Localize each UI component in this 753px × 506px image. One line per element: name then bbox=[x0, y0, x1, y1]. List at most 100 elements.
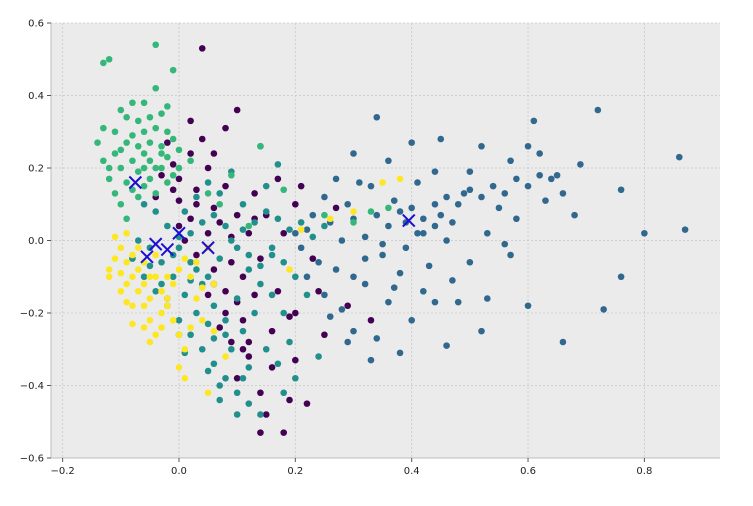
point-c1-54 bbox=[332, 175, 340, 183]
point-c4-3 bbox=[134, 287, 142, 295]
point-c1-65 bbox=[338, 306, 346, 313]
point-c3-46 bbox=[129, 99, 136, 107]
point-c2-24 bbox=[262, 208, 270, 215]
point-c2-9 bbox=[233, 389, 241, 397]
point-c3-11 bbox=[158, 110, 165, 117]
point-c1-43 bbox=[443, 237, 450, 244]
point-c4-32 bbox=[222, 353, 229, 360]
point-c0-48 bbox=[251, 291, 258, 299]
point-c2-6 bbox=[198, 345, 206, 353]
point-c1-49 bbox=[524, 142, 532, 150]
point-c2-41 bbox=[175, 244, 183, 252]
point-c1-27 bbox=[600, 306, 607, 313]
point-c0-60 bbox=[315, 287, 322, 295]
point-c2-37 bbox=[222, 316, 229, 324]
point-c2-46 bbox=[193, 193, 200, 201]
point-c0-20 bbox=[228, 338, 235, 346]
point-c0-19 bbox=[216, 324, 223, 331]
point-c3-22 bbox=[134, 168, 142, 175]
point-c1-63 bbox=[350, 273, 357, 281]
point-c1-74 bbox=[553, 171, 561, 179]
point-c1-44 bbox=[420, 229, 427, 237]
point-c0-16 bbox=[204, 291, 212, 299]
point-c3-42 bbox=[111, 128, 119, 136]
point-c2-7 bbox=[210, 360, 218, 368]
point-c1-30 bbox=[478, 327, 485, 335]
point-c0-29 bbox=[303, 400, 311, 407]
point-c0-32 bbox=[344, 302, 351, 310]
point-c4-45 bbox=[379, 179, 386, 186]
point-c0-23 bbox=[233, 374, 241, 382]
point-c4-49 bbox=[350, 208, 357, 215]
point-c3-17 bbox=[152, 41, 160, 49]
point-c1-53 bbox=[350, 150, 357, 157]
point-c0-64 bbox=[210, 150, 218, 157]
point-c0-66 bbox=[193, 200, 200, 208]
point-c2-11 bbox=[257, 411, 264, 418]
point-c0-49 bbox=[268, 327, 276, 335]
point-c3-28 bbox=[169, 171, 177, 179]
point-c2-63 bbox=[193, 266, 200, 273]
point-c1-33 bbox=[396, 349, 404, 357]
y-tick-label-0: −0.6 bbox=[20, 454, 44, 465]
point-c3-50 bbox=[204, 190, 212, 197]
point-c2-57 bbox=[274, 360, 282, 368]
point-c1-5 bbox=[385, 222, 392, 230]
point-c4-57 bbox=[210, 327, 218, 335]
point-c4-37 bbox=[123, 229, 130, 237]
point-c0-47 bbox=[239, 273, 247, 281]
centroid-marker-3 bbox=[160, 242, 175, 257]
point-c4-22 bbox=[181, 345, 189, 353]
point-c4-55 bbox=[117, 287, 125, 295]
point-c1-23 bbox=[675, 153, 683, 161]
point-c2-71 bbox=[245, 251, 253, 259]
point-c0-44 bbox=[222, 182, 229, 190]
point-c1-29 bbox=[524, 302, 532, 310]
point-c4-19 bbox=[164, 302, 171, 310]
point-c2-43 bbox=[152, 208, 160, 215]
point-c2-72 bbox=[257, 262, 264, 270]
point-c1-96 bbox=[449, 277, 456, 284]
point-c2-35 bbox=[245, 266, 253, 273]
point-c0-33 bbox=[367, 316, 375, 324]
point-c4-46 bbox=[396, 175, 404, 183]
point-c3-43 bbox=[117, 146, 125, 154]
point-c2-20 bbox=[216, 255, 223, 262]
y-tick-label-4: 0.2 bbox=[28, 164, 44, 175]
point-c1-47 bbox=[478, 142, 485, 150]
point-c0-28 bbox=[257, 429, 264, 436]
point-c1-91 bbox=[379, 240, 386, 248]
point-c3-8 bbox=[140, 99, 148, 107]
point-c1-56 bbox=[344, 200, 351, 208]
point-c2-81 bbox=[158, 280, 165, 288]
point-c1-19 bbox=[548, 175, 555, 183]
point-c2-59 bbox=[280, 389, 288, 397]
point-c3-61 bbox=[158, 150, 165, 157]
point-c2-5 bbox=[187, 331, 194, 339]
point-c0-46 bbox=[257, 255, 264, 262]
point-c2-10 bbox=[245, 400, 253, 407]
point-c2-56 bbox=[228, 345, 235, 353]
point-c4-48 bbox=[326, 215, 334, 223]
point-c3-12 bbox=[164, 128, 171, 136]
point-c0-26 bbox=[286, 396, 293, 404]
point-c2-54 bbox=[251, 309, 258, 317]
point-c3-47 bbox=[134, 193, 142, 201]
point-c2-48 bbox=[216, 190, 223, 197]
point-c2-88 bbox=[239, 374, 247, 382]
point-c1-21 bbox=[571, 211, 578, 219]
point-c3-54 bbox=[245, 222, 253, 230]
point-c2-8 bbox=[222, 374, 229, 382]
point-c4-4 bbox=[140, 302, 148, 310]
y-tick-label-2: −0.2 bbox=[20, 309, 44, 320]
point-c4-14 bbox=[134, 266, 142, 273]
centroid-marker-4 bbox=[172, 226, 186, 240]
point-c0-14 bbox=[193, 251, 200, 259]
point-c1-14 bbox=[489, 182, 497, 190]
point-c3-14 bbox=[175, 146, 183, 154]
point-c2-2 bbox=[152, 287, 160, 295]
point-c1-89 bbox=[344, 338, 351, 346]
point-c3-24 bbox=[146, 175, 154, 183]
point-c4-11 bbox=[111, 255, 119, 262]
